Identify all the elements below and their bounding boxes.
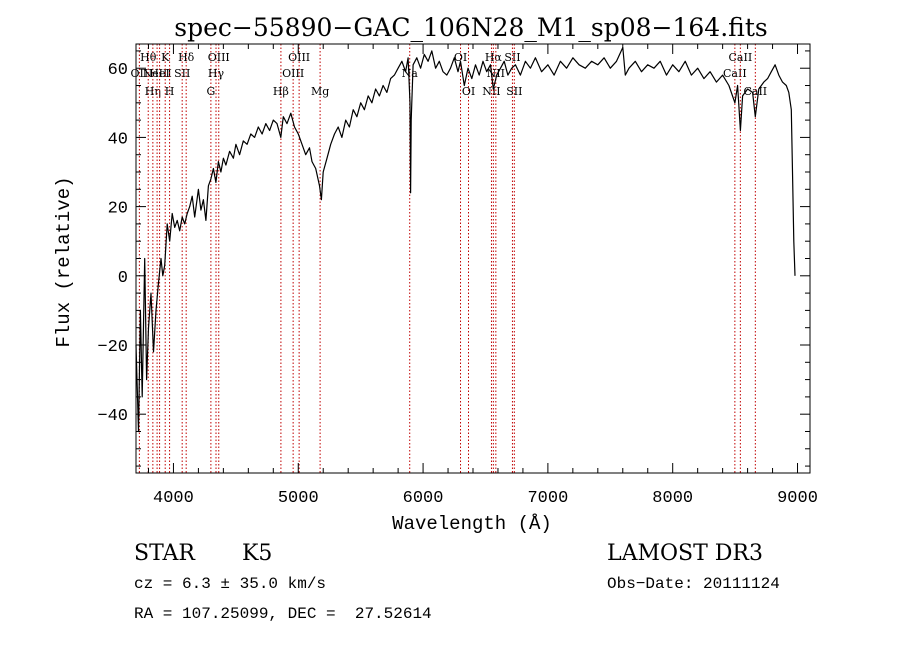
x-tick-label-3: 7000: [527, 489, 568, 508]
line-label-15: Mg: [311, 85, 329, 98]
y-axis-label: Flux (relative): [53, 176, 75, 347]
x-axis-label: Wavelength (Å): [392, 513, 552, 535]
x-tick-label-2: 6000: [403, 489, 444, 508]
chart-title: spec−55890−GAC_106N28_M1_sp08−164.fits: [174, 13, 767, 42]
line-label-9: G: [206, 85, 215, 98]
line-label-7: SII: [174, 67, 190, 80]
line-label-25: CaII: [729, 51, 753, 64]
plot-frame: [135, 43, 811, 474]
y-tick-label-0: −40: [97, 407, 128, 426]
coordinates: RA = 107.25099, DEC = 27.52614: [134, 605, 432, 623]
obs-date: Obs−Date: 20111124: [607, 575, 780, 593]
x-tick-label-0: 4000: [153, 489, 194, 508]
y-tick-label-2: 0: [118, 269, 128, 288]
object-subclass: K5: [242, 541, 273, 566]
spectrum-series: [135, 46, 796, 433]
line-label-0: OII: [131, 67, 149, 80]
redshift-value: cz = 6.3 ± 35.0 km/s: [134, 575, 327, 593]
x-tick-label-5: 9000: [777, 489, 818, 508]
line-label-1: Hθ: [140, 51, 157, 64]
line-label-26: CaII: [743, 85, 767, 98]
line-label-8: Hδ: [178, 51, 195, 64]
line-label-13: OIII: [282, 67, 304, 80]
x-tick-label-4: 8000: [652, 489, 693, 508]
line-label-23: SII: [506, 85, 522, 98]
line-label-10: Hγ: [208, 67, 225, 80]
y-tick-label-5: 60: [108, 61, 128, 80]
line-label-19: NII: [482, 85, 500, 98]
line-label-14: OIII: [288, 51, 310, 64]
y-tick-label-4: 40: [108, 130, 128, 149]
object-class: STAR: [134, 541, 195, 566]
line-label-2: Hη: [145, 85, 161, 98]
line-label-11: OIII: [208, 51, 230, 64]
axis-ticks: 4000 5000 6000 7000 8000 9000 −40 −20 0 20 40 60: [97, 44, 818, 508]
line-label-12: Hβ: [273, 85, 289, 98]
line-label-3: NeIII: [143, 67, 172, 80]
survey-name: LAMOST DR3: [607, 541, 763, 566]
line-label-5: K: [161, 51, 170, 64]
x-tick-label-1: 5000: [278, 489, 319, 508]
line-label-17: OI: [454, 51, 467, 64]
line-label-6: H: [165, 85, 175, 98]
line-label-24: CaII: [723, 67, 747, 80]
y-tick-label-3: 20: [108, 200, 128, 219]
y-tick-label-1: −20: [97, 338, 128, 357]
line-label-18: OI: [462, 85, 475, 98]
series-line-0: [135, 46, 796, 433]
line-label-20: Hα: [485, 51, 503, 64]
line-label-4: HeI: [149, 67, 169, 80]
line-label-22: SII: [504, 51, 520, 64]
